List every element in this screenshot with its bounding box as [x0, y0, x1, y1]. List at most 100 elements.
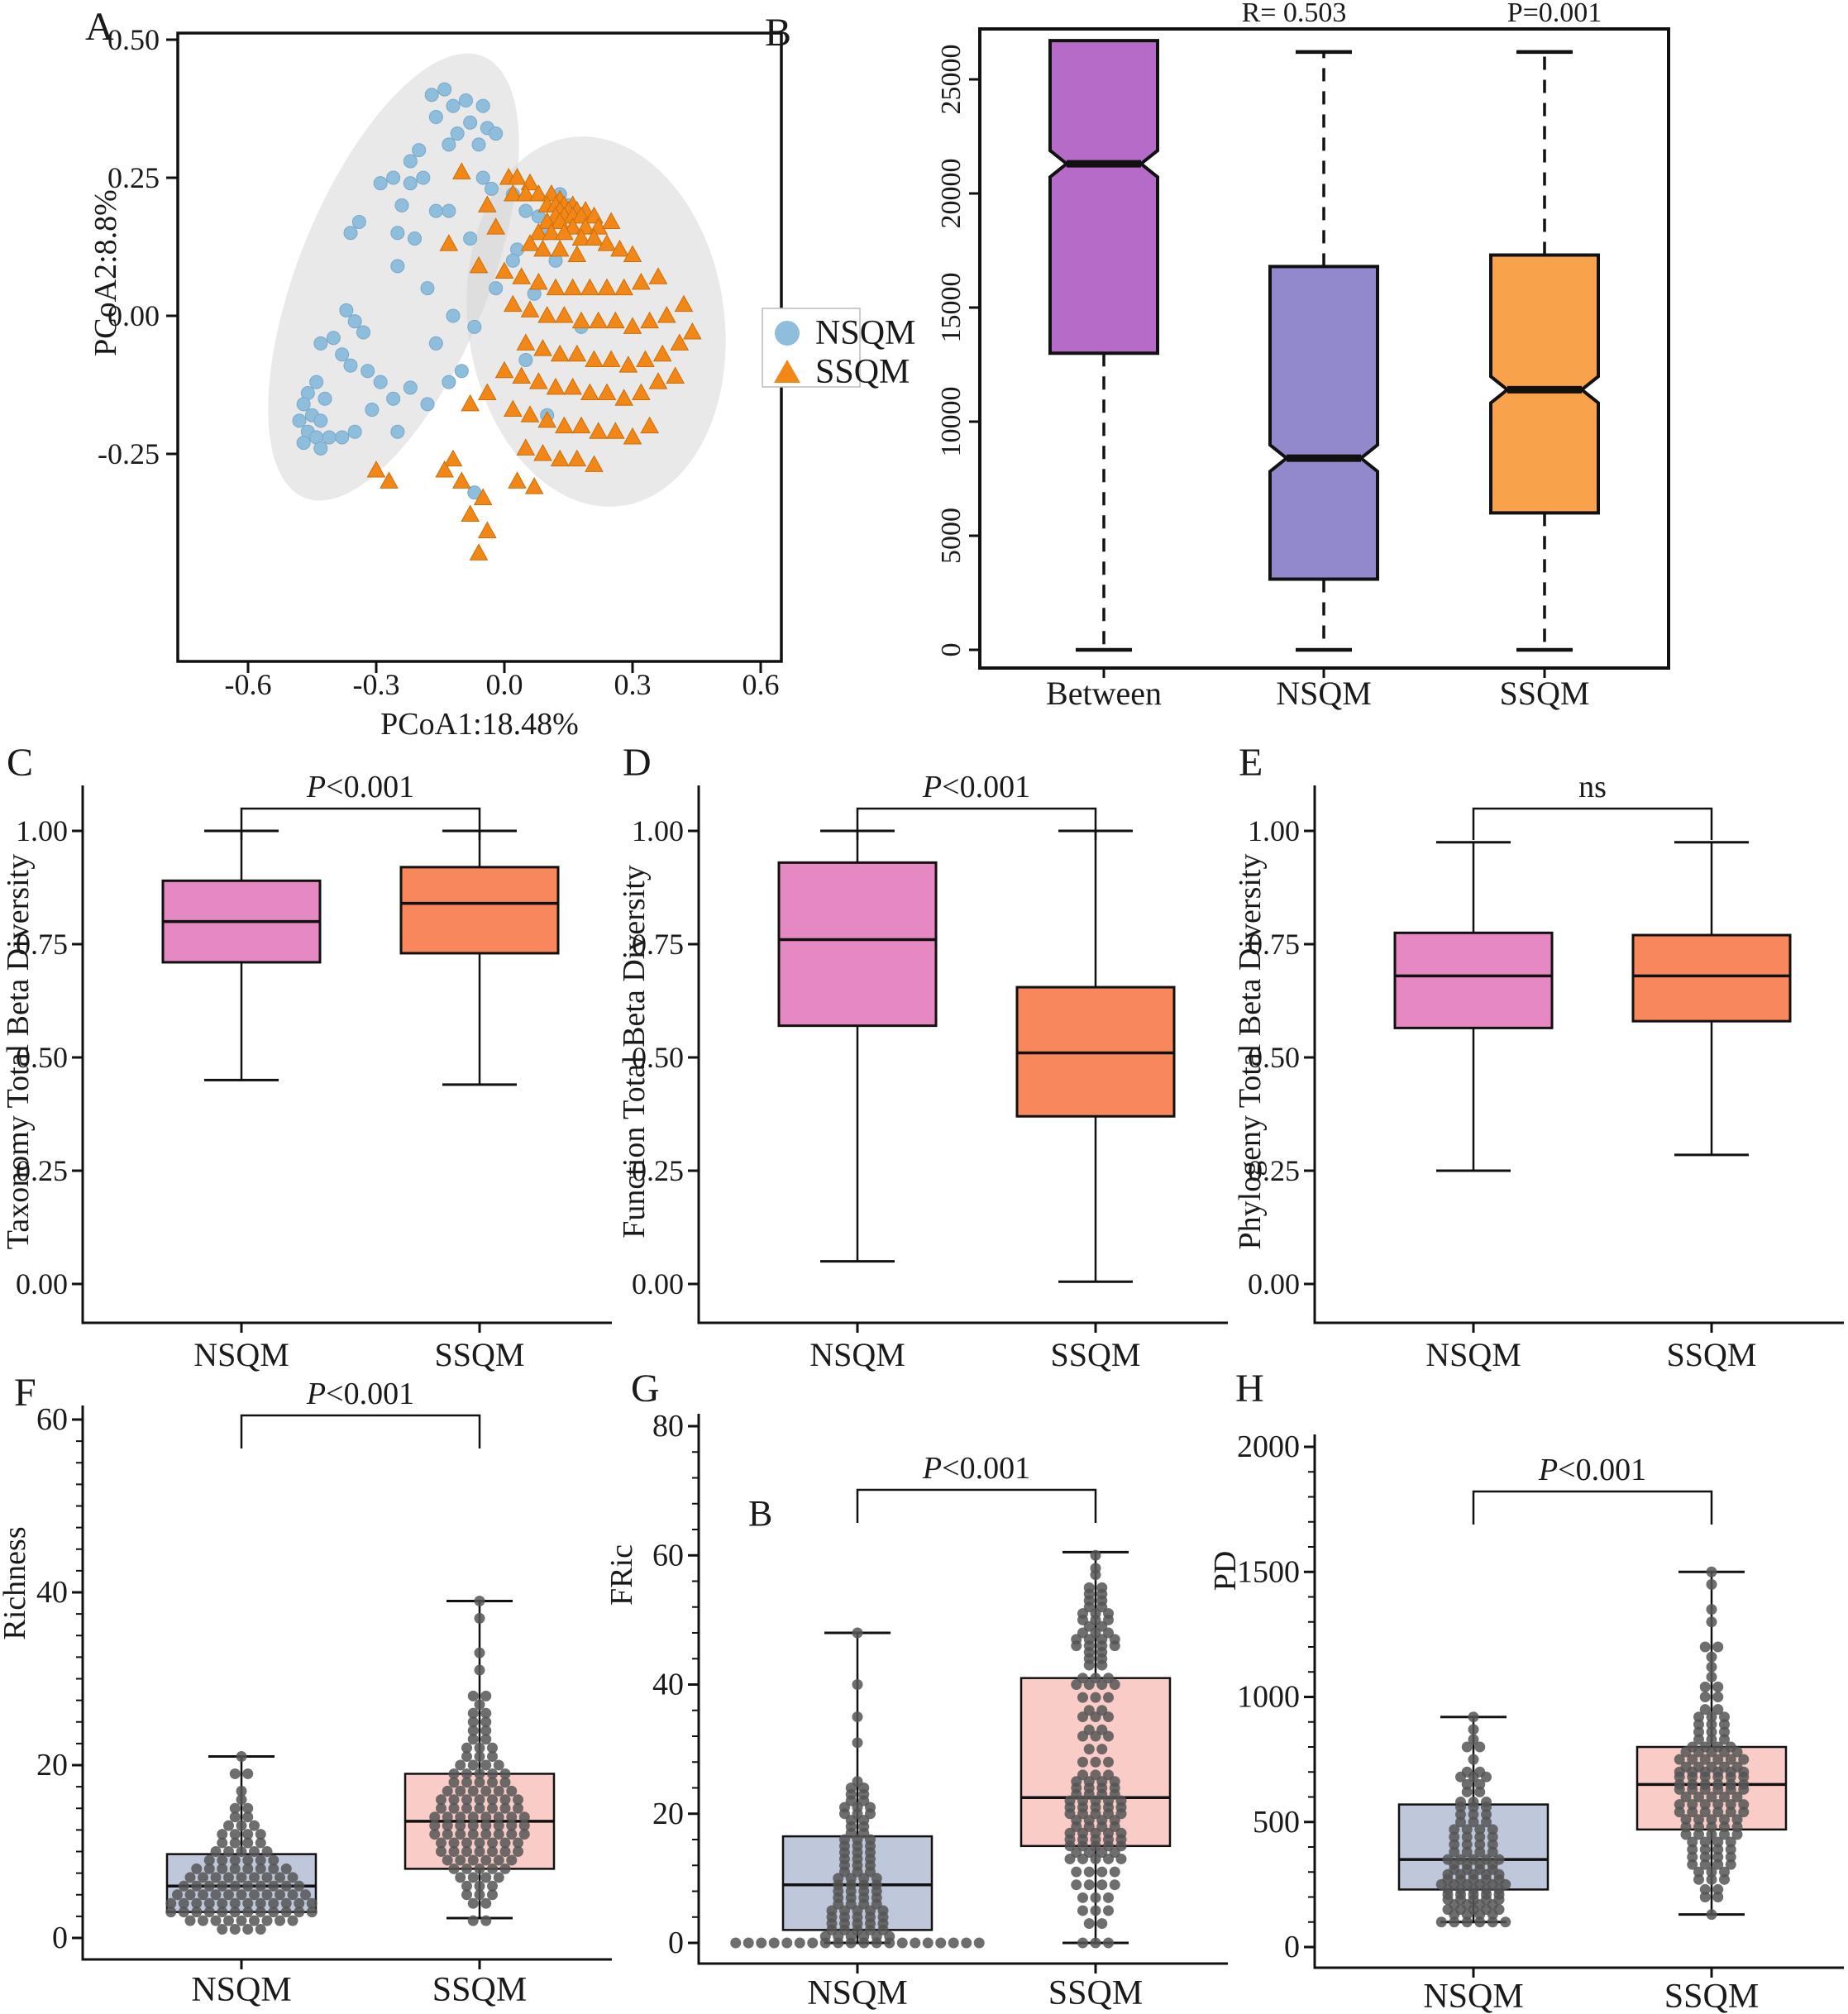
scatter-point-circle — [450, 126, 465, 141]
data-dot — [1712, 1859, 1724, 1870]
scatter-point-circle — [313, 413, 328, 428]
data-dot — [1487, 1846, 1498, 1858]
data-dot — [1449, 1824, 1460, 1835]
data-dot — [480, 1725, 492, 1736]
data-dot — [229, 1829, 241, 1840]
scatter-point-triangle — [486, 217, 506, 235]
data-dot — [1725, 1844, 1736, 1855]
data-dot — [203, 1907, 215, 1918]
data-dot — [1493, 1854, 1505, 1865]
data-dot — [922, 1937, 934, 1949]
data-dot — [1719, 1829, 1730, 1840]
panel-h-pd-boxplot: H 0 500 1000 1500 2000 NSQM SSQM PD P<0.001 — [1208, 1367, 1844, 2014]
data-dot — [261, 1872, 273, 1883]
data-dot — [474, 1846, 485, 1857]
data-dot — [1725, 1806, 1736, 1818]
scatter-point-circle — [420, 281, 435, 296]
data-dot — [794, 1937, 805, 1949]
data-dot — [807, 1937, 819, 1949]
data-dot — [1474, 1831, 1486, 1843]
data-dot — [474, 1664, 485, 1676]
scatter-point-circle — [407, 231, 422, 246]
data-dot — [480, 1820, 492, 1831]
box-ssqm — [1631, 841, 1792, 1157]
data-dot — [1481, 1816, 1492, 1828]
data-dot — [467, 1854, 479, 1866]
median-bar — [1287, 454, 1361, 462]
scatter-point-triangle — [597, 278, 617, 296]
data-dot — [242, 1837, 254, 1849]
scatter-point-triangle — [623, 317, 642, 334]
median-bar — [1507, 385, 1582, 394]
data-dot — [1461, 1786, 1473, 1797]
scatter-point-triangle — [503, 399, 523, 418]
data-dot — [852, 1679, 863, 1690]
data-dot — [1468, 1734, 1479, 1745]
data-dot — [448, 1794, 460, 1806]
data-dot — [1077, 1769, 1088, 1781]
data-dot — [280, 1897, 292, 1909]
data-dot — [1487, 1824, 1498, 1835]
data-dot — [1693, 1814, 1704, 1825]
data-dot — [198, 1872, 208, 1883]
scatter-point-circle — [471, 137, 486, 152]
data-dot — [506, 1785, 518, 1797]
data-dot — [229, 1811, 241, 1823]
data-dot — [1090, 1692, 1101, 1703]
scatter-point-triangle — [666, 366, 685, 384]
data-dot — [1687, 1799, 1698, 1811]
scatter-point-triangle — [623, 245, 642, 263]
data-dot — [1674, 1799, 1685, 1811]
scatter-point-triangle — [366, 461, 386, 478]
x-tick-label: 0.3 — [614, 668, 652, 701]
data-dot — [1077, 1892, 1088, 1903]
data-dot — [461, 1751, 472, 1763]
data-dot — [287, 1915, 298, 1926]
data-dot — [1468, 1711, 1479, 1723]
category-label-nsqm: NSQM — [1276, 675, 1372, 712]
data-dot — [1725, 1851, 1736, 1863]
data-dot — [910, 1937, 921, 1949]
data-dot — [1481, 1797, 1492, 1808]
data-dot — [1455, 1809, 1466, 1821]
scatter-point-triangle — [614, 278, 634, 296]
data-dot — [948, 1937, 959, 1949]
data-dot — [236, 1872, 247, 1883]
data-dot — [1719, 1866, 1730, 1878]
box-body — [1393, 931, 1554, 1029]
scatter-point-triangle — [640, 311, 660, 329]
data-dot — [480, 1716, 492, 1728]
scatter-point-circle — [446, 98, 461, 113]
data-dot — [165, 1897, 177, 1909]
data-dot — [210, 1915, 222, 1926]
data-dot — [474, 1612, 485, 1624]
data-dot — [1461, 1831, 1473, 1843]
scatter-point-circle — [442, 203, 456, 218]
data-dot — [229, 1897, 241, 1909]
y-tick-label: 0.75 — [1248, 928, 1300, 961]
data-dot — [1712, 1799, 1724, 1811]
scatter-point-triangle — [597, 234, 617, 251]
scatter-point-triangle — [605, 311, 625, 329]
scatter-point-triangle — [524, 477, 544, 494]
scatter-point-circle — [437, 82, 452, 97]
data-dot — [467, 1707, 479, 1719]
scatter-point-circle — [292, 413, 307, 428]
data-dot — [448, 1777, 460, 1788]
y-tick-label: 0.50 — [632, 1041, 684, 1074]
data-dot — [1090, 1892, 1101, 1903]
scatter-point-circle — [373, 375, 388, 389]
data-dot — [467, 1872, 479, 1883]
data-dot — [1725, 1859, 1736, 1870]
y-tick-label: 0 — [1284, 1930, 1300, 1964]
data-dot — [467, 1785, 479, 1797]
data-dot — [1699, 1799, 1711, 1811]
y-tick-label: 0.25 — [107, 161, 160, 194]
data-dot — [499, 1768, 511, 1779]
data-dot — [896, 1937, 908, 1949]
data-dot — [480, 1897, 492, 1909]
stray-inner-label: B — [748, 1493, 772, 1534]
data-dot — [1481, 1809, 1492, 1821]
box-between — [1048, 39, 1159, 652]
